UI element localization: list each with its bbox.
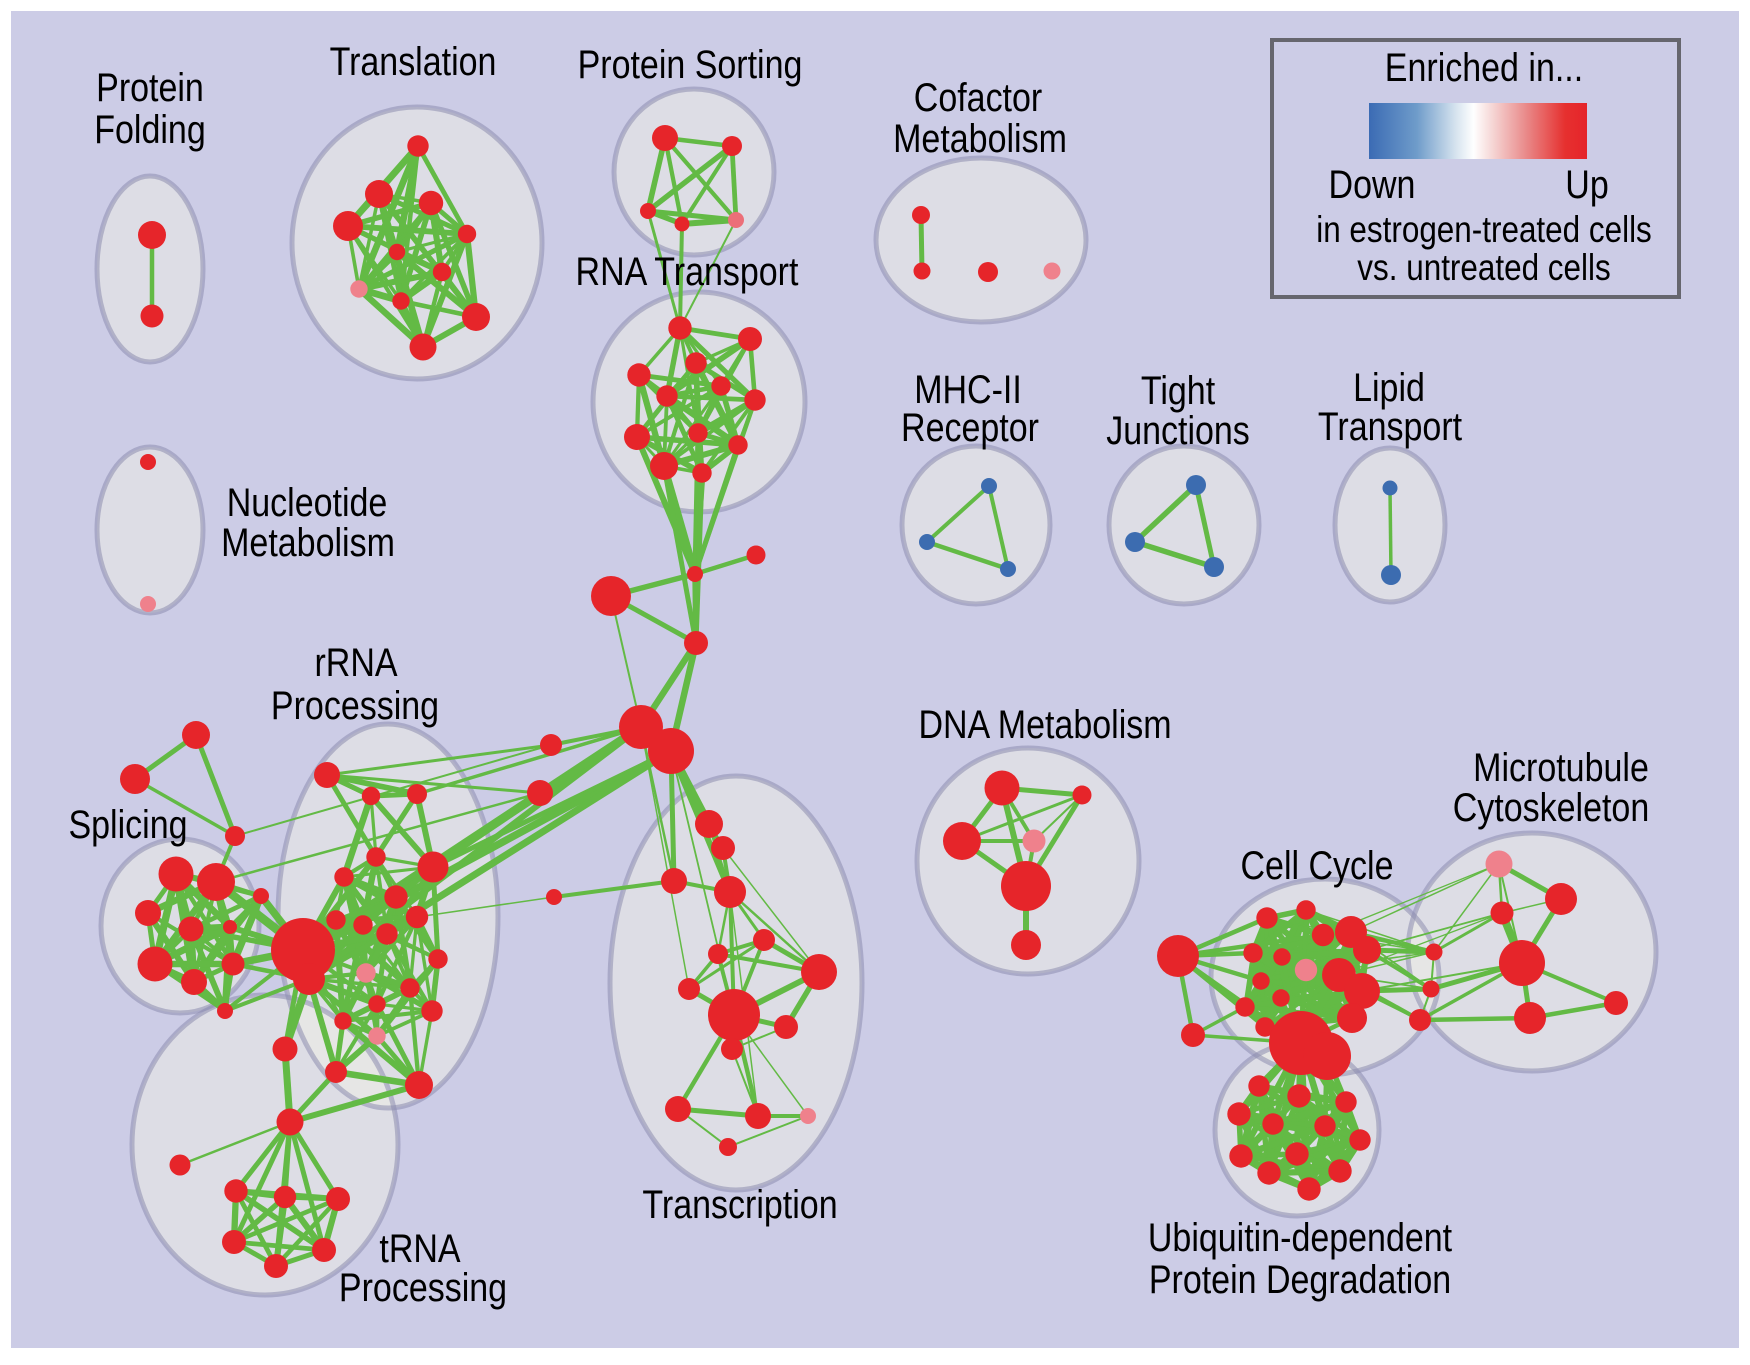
svg-text:Protein Degradation: Protein Degradation bbox=[1149, 1256, 1451, 1301]
svg-text:Receptor: Receptor bbox=[901, 404, 1039, 449]
svg-text:Metabolism: Metabolism bbox=[893, 115, 1067, 160]
svg-text:Metabolism: Metabolism bbox=[221, 519, 395, 564]
svg-text:rRNA: rRNA bbox=[314, 639, 397, 684]
svg-text:Folding: Folding bbox=[94, 106, 205, 151]
svg-text:Cytoskeleton: Cytoskeleton bbox=[1453, 784, 1649, 829]
svg-text:Ubiquitin-dependent: Ubiquitin-dependent bbox=[1148, 1214, 1453, 1259]
svg-text:tRNA: tRNA bbox=[379, 1225, 460, 1270]
svg-text:Cell Cycle: Cell Cycle bbox=[1241, 842, 1394, 887]
svg-text:Up: Up bbox=[1565, 161, 1608, 206]
svg-text:Lipid: Lipid bbox=[1353, 364, 1425, 409]
svg-text:Cofactor: Cofactor bbox=[914, 74, 1042, 119]
svg-text:MHC-II: MHC-II bbox=[914, 366, 1022, 411]
svg-text:Tight: Tight bbox=[1141, 367, 1216, 412]
svg-text:Transport: Transport bbox=[1318, 403, 1463, 448]
svg-text:Transcription: Transcription bbox=[642, 1181, 837, 1226]
svg-text:Processing: Processing bbox=[339, 1264, 507, 1309]
svg-text:vs. untreated cells: vs. untreated cells bbox=[1357, 248, 1610, 289]
svg-text:Translation: Translation bbox=[330, 38, 497, 83]
svg-text:Protein: Protein bbox=[96, 64, 204, 109]
svg-text:Protein Sorting: Protein Sorting bbox=[578, 41, 803, 86]
svg-text:Junctions: Junctions bbox=[1106, 407, 1250, 452]
svg-text:Microtubule: Microtubule bbox=[1473, 744, 1649, 789]
svg-text:Splicing: Splicing bbox=[68, 801, 187, 846]
svg-text:Processing: Processing bbox=[271, 682, 439, 727]
svg-text:Down: Down bbox=[1329, 161, 1416, 206]
svg-text:Nucleotide: Nucleotide bbox=[227, 479, 388, 524]
svg-text:in estrogen-treated cells: in estrogen-treated cells bbox=[1316, 210, 1652, 251]
svg-text:DNA Metabolism: DNA Metabolism bbox=[918, 701, 1171, 746]
svg-text:Enriched in...: Enriched in... bbox=[1385, 44, 1583, 89]
svg-text:RNA Transport: RNA Transport bbox=[576, 248, 800, 293]
